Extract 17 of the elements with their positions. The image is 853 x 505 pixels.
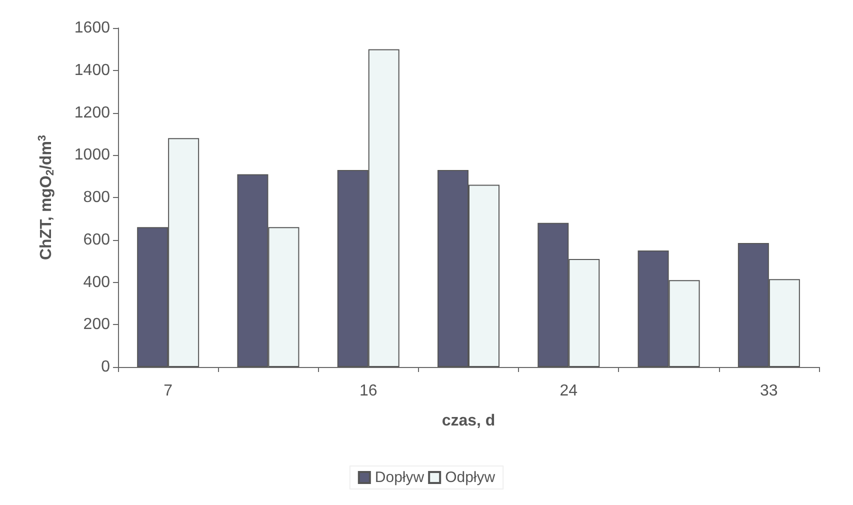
y-tick-label: 1200 [74,104,110,122]
y-axis-title: ChZT, mgO2/dm3 [36,134,56,260]
y-tick-label: 600 [83,231,110,248]
x-axis-title: czas, d [442,412,496,430]
y-tick-label: 1000 [74,146,110,164]
legend-label: Odpływ [445,469,496,486]
y-tick-label: 0 [101,358,110,376]
y-tick-label: 200 [83,316,110,334]
x-tick-label: 16 [359,382,378,400]
x-tick-label: 33 [760,382,778,400]
x-tick-label: 7 [164,382,173,400]
y-tick-label: 1600 [74,20,110,36]
y-tick-label: 400 [83,274,110,291]
y-tick-label: 800 [83,189,110,206]
y-tick-label: 1400 [74,62,110,79]
x-tick-label: 24 [560,382,578,400]
legend-label: Dopływ [374,469,424,486]
